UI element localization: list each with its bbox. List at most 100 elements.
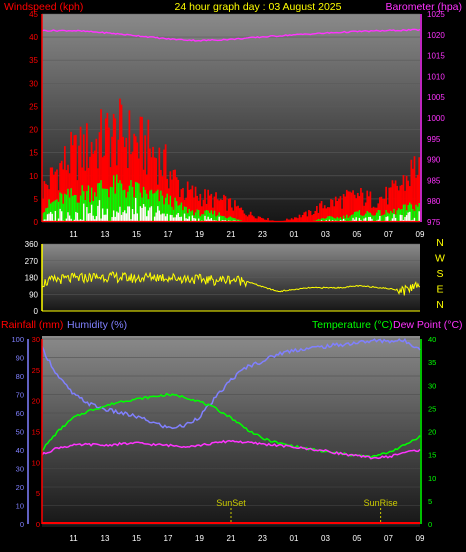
barometer-tick-label: 990: [427, 156, 441, 165]
temperature-tick-label: 35: [428, 358, 436, 367]
barometer-tick-label: 1010: [427, 72, 445, 81]
wind-tick-label: 35: [29, 56, 38, 65]
x-tick-label: 05: [353, 230, 362, 239]
compass-label: N: [436, 299, 444, 311]
x-tick-label: 13: [101, 230, 110, 239]
humidity-tick-label: 80: [16, 372, 24, 381]
x-tick-label: 17: [164, 534, 173, 543]
compass-label: E: [436, 284, 443, 296]
x-tick-label: 03: [321, 230, 330, 239]
temperature-marks: SunSet SunRise: [41, 337, 421, 524]
barometer-tick-label: 975: [427, 218, 441, 227]
temperature-tick-label: 0: [428, 520, 432, 529]
rain-tick-label: 20: [32, 397, 40, 406]
wind-tick-label: 40: [29, 33, 38, 42]
x-tick-label: 19: [195, 534, 204, 543]
temperature-tick-label: 10: [428, 474, 436, 483]
direction-tick-label: 0: [34, 307, 39, 316]
wind-tick-label: 25: [29, 102, 38, 111]
wind-tick-label: 0: [34, 218, 39, 227]
graph-title: 24 hour graph day : 03 August 2025: [175, 1, 342, 13]
x-tick-label: 05: [353, 534, 362, 543]
wind-tick-label: 5: [34, 195, 39, 204]
temperature-axis-label: Temperature (°C): [312, 319, 393, 331]
direction-tick-label: 90: [29, 290, 38, 299]
wind-marks: [41, 28, 421, 223]
humidity-tick-label: 50: [16, 428, 24, 437]
humidity-tick-label: 20: [16, 483, 24, 492]
barometer-tick-label: 985: [427, 176, 441, 185]
humidity-tick-label: 10: [16, 502, 24, 511]
temperature-tick-label: 20: [428, 428, 436, 437]
x-tick-label: 13: [101, 534, 110, 543]
x-tick-label: 15: [132, 230, 141, 239]
temperature-tick-label: 40: [428, 335, 436, 344]
x-tick-label: 01: [290, 230, 299, 239]
compass-label: N: [436, 237, 444, 249]
x-tick-label: 03: [321, 534, 330, 543]
rain-tick-label: 25: [32, 366, 40, 375]
x-tick-label: 11: [69, 230, 78, 239]
wind-tick-label: 15: [29, 149, 38, 158]
temperature-tick-label: 30: [428, 381, 436, 390]
barometer-tick-label: 1005: [427, 93, 445, 102]
x-tick-label: 01: [290, 534, 299, 543]
barometer-tick-label: 980: [427, 197, 441, 206]
x-tick-label: 23: [258, 230, 267, 239]
barometer-axis-label: Barometer (hpa): [386, 1, 462, 13]
direction-tick-label: 270: [25, 257, 39, 266]
humidity-tick-label: 90: [16, 354, 24, 363]
humidity-tick-label: 30: [16, 465, 24, 474]
x-tick-label: 07: [384, 534, 393, 543]
axis-labels: 0510152025303540459759809859909951000100…: [11, 10, 445, 543]
x-tick-label: 23: [258, 534, 267, 543]
x-tick-label: 07: [384, 230, 393, 239]
temperature-tick-label: 25: [428, 404, 436, 413]
wind-tick-label: 30: [29, 79, 38, 88]
dewpoint-axis-label: Dew Point (°C): [393, 319, 463, 331]
barometer-tick-label: 995: [427, 135, 441, 144]
barometer-tick-label: 1015: [427, 52, 445, 61]
humidity-tick-label: 70: [16, 391, 24, 400]
humidity-tick-label: 40: [16, 446, 24, 455]
x-tick-label: 19: [195, 230, 204, 239]
wind-tick-label: 20: [29, 126, 38, 135]
temperature-tick-label: 15: [428, 451, 436, 460]
humidity-line: [41, 337, 421, 430]
direction-gridlines: [42, 243, 420, 312]
barometer-tick-label: 1000: [427, 114, 445, 123]
direction-tick-label: 360: [25, 240, 39, 249]
direction-tick-label: 180: [25, 274, 39, 283]
compass-label: S: [436, 268, 443, 280]
barometer-line: [41, 28, 421, 42]
x-tick-label: 09: [416, 534, 425, 543]
humidity-tick-label: 60: [16, 409, 24, 418]
dewpoint-line: [41, 439, 421, 460]
x-tick-label: 11: [69, 534, 78, 543]
rainfall-axis-label: Rainfall (mm): [1, 319, 63, 331]
barometer-tick-label: 1025: [427, 10, 445, 19]
x-tick-label: 09: [416, 230, 425, 239]
sunset-label: SunSet: [216, 498, 246, 508]
rain-tick-label: 30: [32, 335, 40, 344]
humidity-tick-label: 0: [20, 520, 24, 529]
rain-tick-label: 5: [36, 489, 40, 498]
windspeed-axis-label: Windspeed (kph): [4, 1, 83, 13]
barometer-tick-label: 1020: [427, 31, 445, 40]
x-tick-label: 21: [227, 230, 236, 239]
temperature-tick-label: 5: [428, 497, 432, 506]
wind-tick-label: 45: [29, 10, 38, 19]
x-tick-label: 17: [164, 230, 173, 239]
rain-tick-label: 10: [32, 458, 40, 467]
sunrise-label: SunRise: [364, 498, 398, 508]
humidity-axis-label: Humidity (%): [67, 319, 127, 331]
wind-tick-label: 10: [29, 172, 38, 181]
direction-line: [41, 271, 421, 296]
rain-tick-label: 0: [36, 520, 40, 529]
rain-tick-label: 15: [32, 428, 40, 437]
direction-marks: [41, 271, 421, 296]
x-tick-label: 21: [227, 534, 236, 543]
humidity-tick-label: 100: [11, 335, 24, 344]
compass-label: W: [435, 253, 445, 265]
